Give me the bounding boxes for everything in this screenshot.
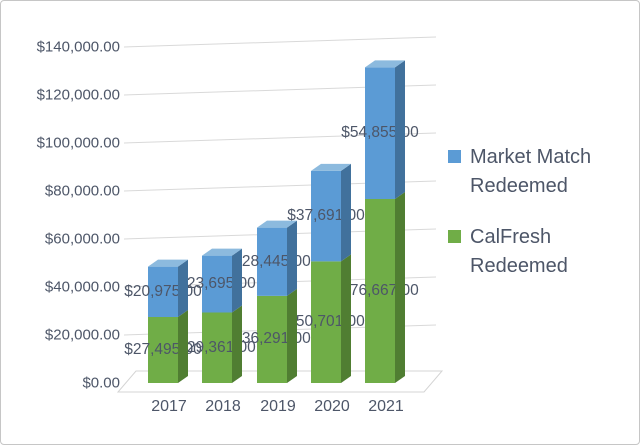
label-calfresh-2021: $76,667.00	[341, 281, 419, 299]
bar-marketmatch-2020	[311, 170, 341, 262]
y-tick-label: $20,000.00	[44, 326, 120, 344]
y-tick-label: $120,000.00	[36, 86, 120, 104]
bar-calfresh-2020	[311, 261, 341, 383]
gridline	[123, 36, 437, 48]
legend: Market Match Redeemed CalFresh Redeemed	[448, 143, 628, 303]
y-tick-label: $80,000.00	[44, 182, 120, 200]
y-tick-label: $140,000.00	[36, 38, 120, 56]
y-tick-label: $0.00	[82, 374, 120, 392]
bar-calfresh-2021	[365, 198, 395, 383]
y-tick-label: $100,000.00	[36, 134, 120, 152]
label-calfresh-2019: $36,291.00	[233, 330, 311, 348]
label-marketmatch-2020: $37,691.00	[287, 207, 365, 225]
legend-item-market-match: Market Match Redeemed	[448, 143, 628, 201]
bar-calfresh-2017	[148, 317, 178, 383]
x-tick-label-2017: 2017	[151, 398, 187, 415]
calfresh-swatch-icon	[448, 230, 461, 243]
label-marketmatch-2019: $28,445.00	[233, 252, 311, 270]
market-match-swatch-icon	[448, 150, 461, 163]
legend-label-calfresh: CalFresh Redeemed	[470, 226, 568, 277]
label-calfresh-2020: $50,701.00	[287, 313, 365, 331]
x-tick-label-2021: 2021	[368, 398, 404, 415]
label-marketmatch-2021: $54,855.00	[341, 124, 419, 142]
bar-marketmatch-2018	[202, 255, 232, 313]
y-tick-label: $60,000.00	[44, 230, 120, 248]
bar-marketmatch-2021	[365, 67, 395, 199]
bar-calfresh-2019	[257, 295, 287, 383]
x-tick-label-2019: 2019	[260, 398, 296, 415]
legend-item-calfresh: CalFresh Redeemed	[448, 223, 628, 281]
legend-label-market-match: Market Match Redeemed	[470, 146, 592, 197]
bar-calfresh-2018	[202, 312, 232, 383]
bar-marketmatch-2017	[148, 266, 178, 318]
label-marketmatch-2018: $23,695.00	[178, 275, 256, 293]
y-tick-label: $40,000.00	[44, 278, 120, 296]
x-tick-label-2018: 2018	[205, 398, 241, 415]
x-tick-label-2020: 2020	[314, 398, 350, 415]
bar-marketmatch-2019	[257, 227, 287, 296]
